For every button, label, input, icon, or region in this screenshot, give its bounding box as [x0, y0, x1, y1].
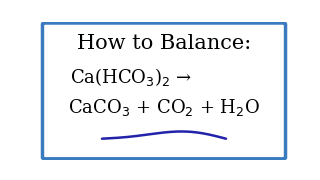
Text: Ca(HCO$_3$)$_2$ →: Ca(HCO$_3$)$_2$ → [70, 66, 192, 88]
Text: How to Balance:: How to Balance: [77, 34, 251, 53]
Text: CaCO$_3$ + CO$_2$ + H$_2$O: CaCO$_3$ + CO$_2$ + H$_2$O [68, 97, 260, 118]
FancyBboxPatch shape [43, 23, 285, 159]
